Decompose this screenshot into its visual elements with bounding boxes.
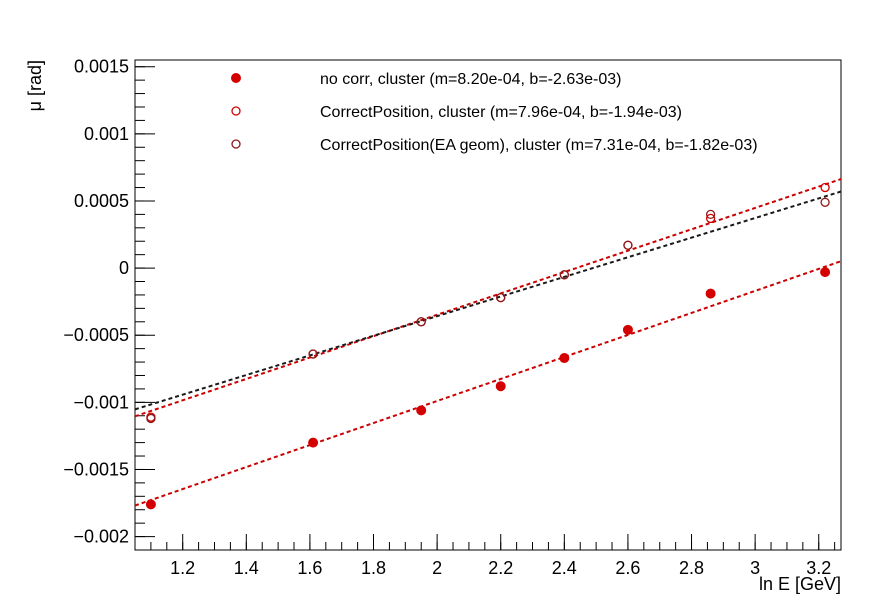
y-axis-title: μ [rad] [25, 60, 45, 111]
y-tick-label: 0.0005 [74, 191, 129, 211]
legend-marker [231, 106, 241, 116]
data-point [496, 292, 506, 303]
data-point [705, 209, 716, 220]
data-point [559, 353, 570, 364]
x-tick-label: 1.4 [234, 558, 259, 578]
x-tick-label: 2.2 [488, 558, 513, 578]
data-point [416, 317, 426, 327]
fit-line [134, 178, 842, 418]
x-tick-label: 3 [750, 558, 760, 578]
x-tick-label: 2.8 [679, 558, 704, 578]
x-tick-labels: 1.2 1.4 1.6 1.8 2 2.2 2.4 2.6 2.8 3 3.2 [170, 558, 831, 578]
x-tick-label: 1.8 [361, 558, 386, 578]
points [145, 182, 831, 510]
y-tick-label: −0.002 [73, 527, 129, 547]
data-point [146, 413, 156, 424]
y-tick-label: −0.0015 [63, 459, 129, 479]
y-tick-label: 0.001 [84, 124, 129, 144]
data-point [705, 213, 716, 224]
x-tick-label: 1.2 [170, 558, 195, 578]
data-point [705, 288, 716, 299]
data-point [308, 349, 318, 359]
y-tick-label: 0 [119, 258, 129, 278]
legend-entry: no corr, cluster (m=8.20e-04, b=-2.63e-0… [320, 71, 622, 88]
data-point [820, 182, 830, 193]
legend-entry: CorrectPosition, cluster (m=7.96e-04, b=… [320, 104, 682, 121]
data-point [308, 437, 319, 448]
legend-marker [231, 139, 241, 149]
x-tick-label: 2 [432, 558, 442, 578]
data-point [559, 270, 569, 280]
major-ticks [135, 66, 820, 550]
fit-line [134, 260, 842, 507]
data-point [416, 405, 427, 416]
x-tick-label: 1.6 [297, 558, 322, 578]
legend-entry: CorrectPosition(EA geom), cluster (m=7.3… [320, 137, 758, 154]
data-point [820, 267, 831, 278]
fit-lines [134, 178, 842, 507]
data-point [495, 381, 506, 392]
fit-line [134, 190, 842, 411]
legend: no corr, cluster (m=8.20e-04, b=-2.63e-0… [231, 71, 758, 154]
x-axis-title: ln E [GeV] [759, 574, 841, 594]
x-tick-label: 2.6 [615, 558, 640, 578]
x-tick-label: 3.2 [806, 558, 831, 578]
plot-frame [134, 59, 842, 551]
y-tick-label: −0.0005 [63, 325, 129, 345]
data-point [622, 324, 633, 335]
data-point [623, 240, 633, 250]
y-tick-label: 0.0015 [74, 57, 129, 77]
y-tick-labels: 0.0015 0.001 0.0005 0 −0.0005 −0.001 −0.0015 −0… [63, 57, 129, 547]
data-point [820, 197, 830, 207]
y-tick-label: −0.001 [73, 392, 129, 412]
legend-marker [231, 73, 241, 83]
x-tick-label: 2.4 [552, 558, 577, 578]
data-point [145, 499, 156, 510]
